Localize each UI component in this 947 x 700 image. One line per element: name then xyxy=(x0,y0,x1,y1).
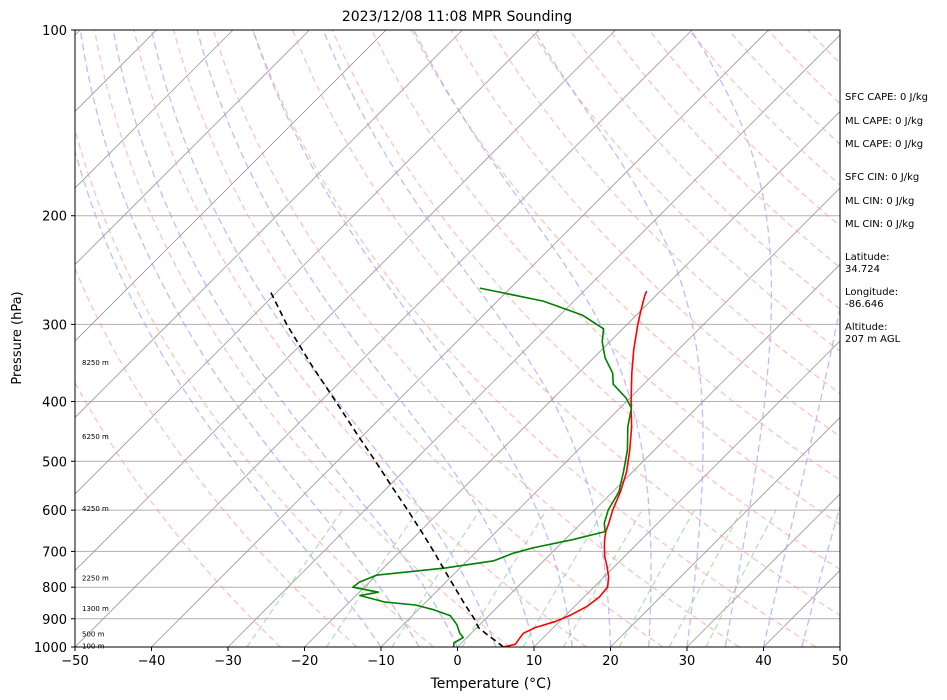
latitude-label: Latitude: xyxy=(845,252,890,263)
height-label: 1300 m xyxy=(82,605,109,613)
x-axis-label: Temperature (°C) xyxy=(430,676,552,692)
moist-adiabat-line xyxy=(79,30,420,647)
mixing-ratio-line xyxy=(705,509,777,647)
sfc-cape-text: SFC CAPE: 0 J/kg xyxy=(845,92,928,103)
x-tick-label: −20 xyxy=(291,654,318,669)
moist-adiabat-line xyxy=(762,304,840,647)
dry-adiabat-line xyxy=(331,30,840,571)
isotherm-line xyxy=(75,30,540,495)
y-tick-label: 400 xyxy=(42,395,67,410)
dry-adiabat-line xyxy=(529,30,840,352)
moist-adiabat-line xyxy=(690,30,773,647)
isotherm-line xyxy=(457,263,840,647)
ml-cin-text-2: ML CIN: 0 J/kg xyxy=(845,219,915,230)
dry-adiabat-line xyxy=(490,30,840,395)
dry-adiabat-line xyxy=(569,30,840,310)
y-tick-label: 900 xyxy=(42,613,67,628)
dry-adiabat-line xyxy=(291,30,840,616)
y-tick-label: 600 xyxy=(42,504,67,519)
mixing-ratio-line xyxy=(391,509,481,647)
moist-adiabat-line xyxy=(150,30,497,647)
height-label: 4250 m xyxy=(82,505,109,513)
x-tick-label: 0 xyxy=(453,654,461,669)
dry-adiabat-line xyxy=(212,30,740,647)
moist-adiabat-line xyxy=(413,30,652,647)
y-tick-label: 1000 xyxy=(34,641,67,656)
moist-adiabat-line xyxy=(75,148,382,647)
ml-cape-text: ML CAPE: 0 J/kg xyxy=(845,116,924,127)
longitude-label: Longitude: xyxy=(845,287,899,298)
mixing-ratio-line xyxy=(246,509,344,647)
x-tick-label: 10 xyxy=(526,654,543,669)
mixing-ratio-line xyxy=(668,509,743,647)
mixing-ratio-line xyxy=(522,509,605,647)
y-tick-label: 800 xyxy=(42,581,67,596)
dry-adiabat-line xyxy=(75,266,358,647)
dry-adiabat-line xyxy=(75,126,434,647)
series-layer xyxy=(269,287,648,647)
y-axis-label: Pressure (hPa) xyxy=(10,291,25,384)
x-tick-label: −40 xyxy=(138,654,165,669)
background-lines xyxy=(0,30,840,647)
mixing-ratio-line xyxy=(618,509,696,647)
dry-adiabat-line xyxy=(172,30,664,647)
isotherm-line xyxy=(686,493,840,647)
dewpoint-profile-line xyxy=(351,287,633,647)
isotherm-line xyxy=(533,340,840,647)
moist-adiabat-line xyxy=(196,30,535,647)
ml-cin-text: ML CIN: 0 J/kg xyxy=(845,196,915,207)
x-tick-label: 20 xyxy=(602,654,619,669)
x-tick-label: 40 xyxy=(755,654,772,669)
x-tick-label: −50 xyxy=(61,654,88,669)
height-label: 6250 m xyxy=(82,433,109,441)
y-tick-label: 100 xyxy=(42,24,67,39)
parcel-profile-line xyxy=(269,290,504,647)
y-tick-label: 500 xyxy=(42,455,67,470)
mixing-ratio-line xyxy=(562,509,643,647)
x-tick-label: −10 xyxy=(367,654,394,669)
height-label: 2250 m xyxy=(82,575,109,583)
isotherm-line xyxy=(227,34,840,647)
isotherm-line xyxy=(380,187,840,647)
axes: −50 −40 −30 −20 −10 0 10 20 30 40 50 100 200 300 400 50… xyxy=(34,24,848,669)
dry-adiabat-line xyxy=(252,30,817,647)
latitude-value: 34.724 xyxy=(845,264,880,275)
moist-adiabat-line xyxy=(112,30,459,647)
y-tick-label: 300 xyxy=(42,318,67,333)
sfc-cin-text: SFC CIN: 0 J/kg xyxy=(845,172,920,183)
isotherm-line xyxy=(75,30,234,189)
isotherm-line xyxy=(151,30,769,647)
x-tick-label: 50 xyxy=(832,654,849,669)
mixing-ratio-line xyxy=(325,509,419,647)
isotherm-line xyxy=(75,30,310,266)
height-label: 500 m xyxy=(82,630,105,638)
height-label: 8250 m xyxy=(82,359,109,367)
y-tick-label: 700 xyxy=(42,545,67,560)
plot-frame xyxy=(74,29,841,648)
moist-adiabat-line xyxy=(252,30,573,647)
dry-adiabat-line xyxy=(75,381,281,647)
altitude-label: Altitude: xyxy=(845,322,888,333)
isotherm-line xyxy=(304,110,840,647)
y-tick-label: 200 xyxy=(42,210,67,225)
isotherm-line xyxy=(0,30,4,647)
isotherm-line xyxy=(610,416,840,647)
isotherm-line xyxy=(75,30,387,342)
dry-adiabat-line xyxy=(371,30,840,526)
isotherm-line xyxy=(75,30,463,419)
moist-adiabat-line xyxy=(801,504,840,647)
temperature-profile-line xyxy=(503,290,648,647)
mixing-ratio-line xyxy=(461,509,548,647)
x-tick-label: 30 xyxy=(679,654,696,669)
dry-adiabat-line xyxy=(93,30,511,647)
isotherm-line xyxy=(75,30,616,572)
dry-adiabat-line xyxy=(133,30,587,647)
altitude-value: 207 m AGL xyxy=(845,334,901,345)
x-tick-label: −30 xyxy=(214,654,241,669)
chart-title: 2023/12/08 11:08 MPR Sounding xyxy=(342,9,572,25)
ml-cape-text-2: ML CAPE: 0 J/kg xyxy=(845,139,924,150)
longitude-value: -86.646 xyxy=(845,299,884,310)
moist-adiabat-line xyxy=(533,30,704,647)
